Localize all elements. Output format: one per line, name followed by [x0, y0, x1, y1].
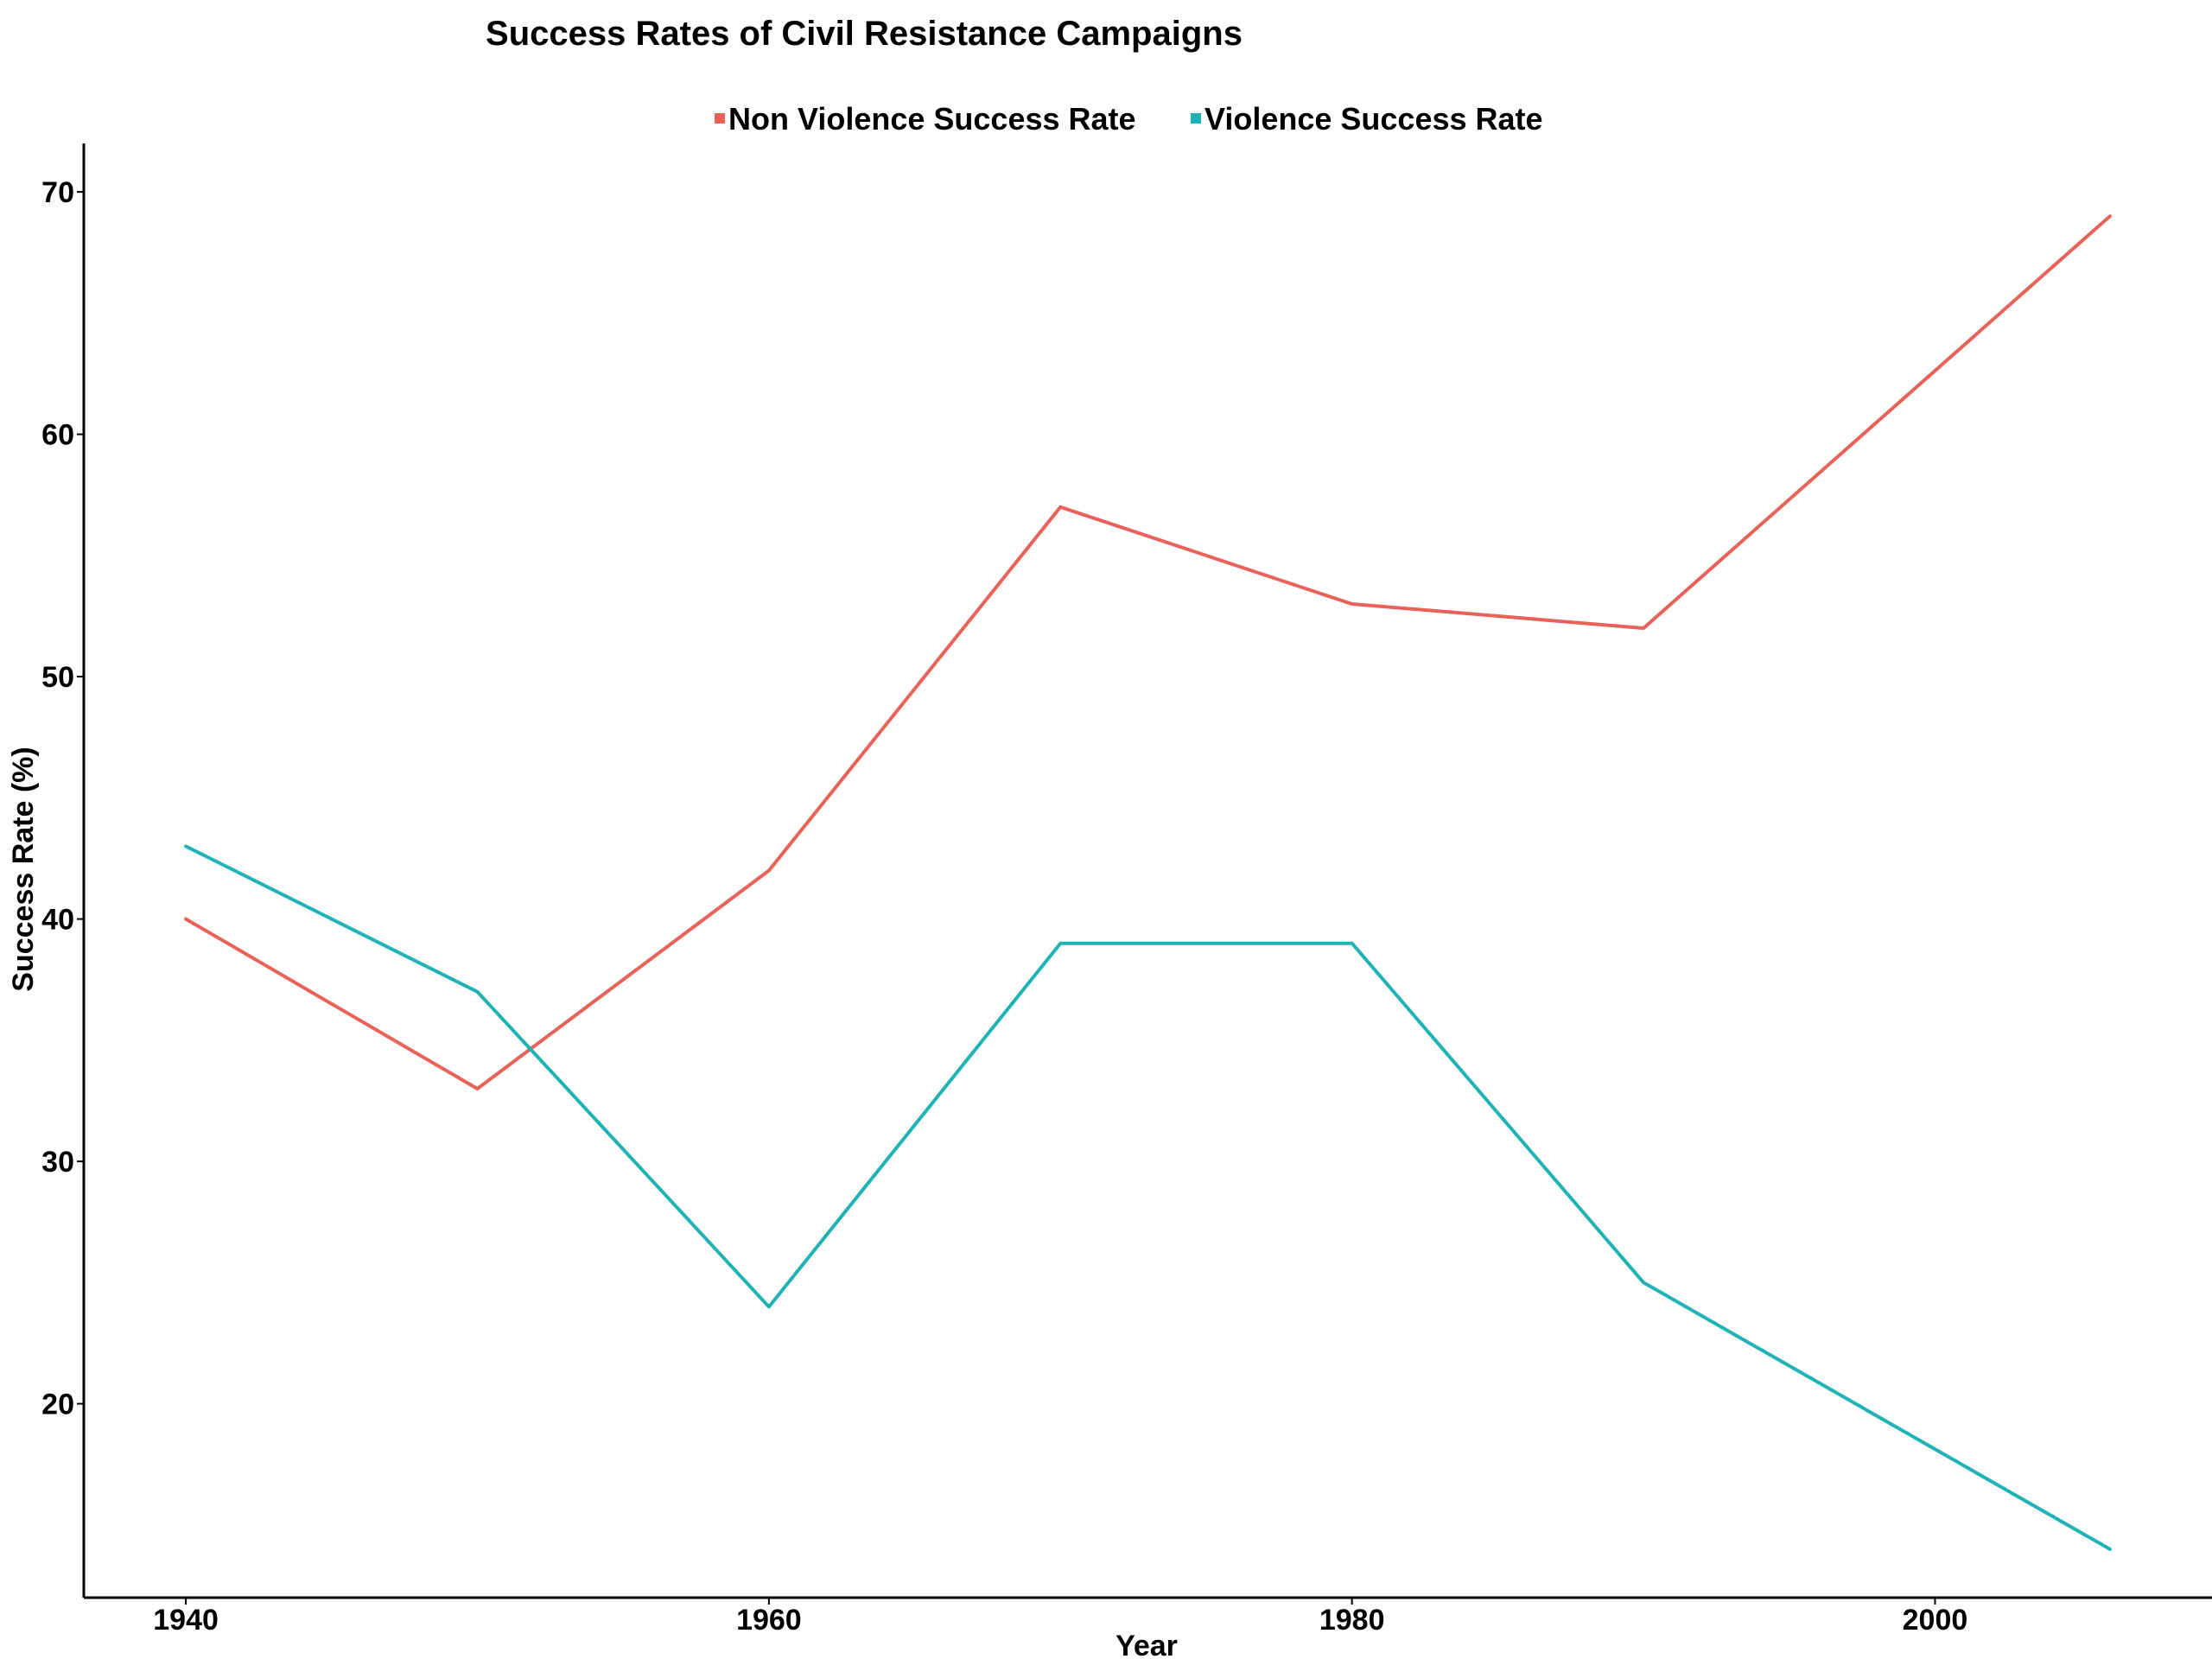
x-tick-label: 1960	[736, 1604, 802, 1637]
x-axis-ticks: 1940 1960 1980 2000	[153, 1598, 1967, 1637]
y-tick-label: 50	[41, 661, 74, 694]
x-tick-label: 1940	[153, 1604, 219, 1637]
y-tick-label: 60	[41, 419, 74, 452]
legend-swatch-violence	[1191, 113, 1201, 124]
chart-title: Success Rates of Civil Resistance Campai…	[486, 15, 1243, 53]
x-tick-label: 1980	[1319, 1604, 1385, 1637]
y-tick-label: 70	[41, 176, 74, 209]
series-lines	[184, 214, 2112, 1551]
y-tick-label: 30	[41, 1146, 74, 1179]
y-tick-label: 20	[41, 1389, 74, 1421]
non-violence-success-line	[184, 214, 2112, 1090]
y-axis-ticks: 20 30 40 50 60 70	[41, 176, 84, 1421]
legend-label-violence: Violence Success Rate	[1205, 101, 1543, 137]
legend-swatch-non-violence	[715, 113, 725, 124]
violence-success-line	[184, 844, 2112, 1551]
x-tick-label: 2000	[1903, 1604, 1968, 1637]
legend: Non Violence Success Rate Violence Succe…	[715, 101, 1543, 137]
y-axis-label: Success Rate (%)	[7, 747, 40, 991]
legend-label-non-violence: Non Violence Success Rate	[728, 101, 1136, 137]
x-axis-label: Year	[1116, 1630, 1178, 1659]
y-tick-label: 40	[41, 904, 74, 937]
